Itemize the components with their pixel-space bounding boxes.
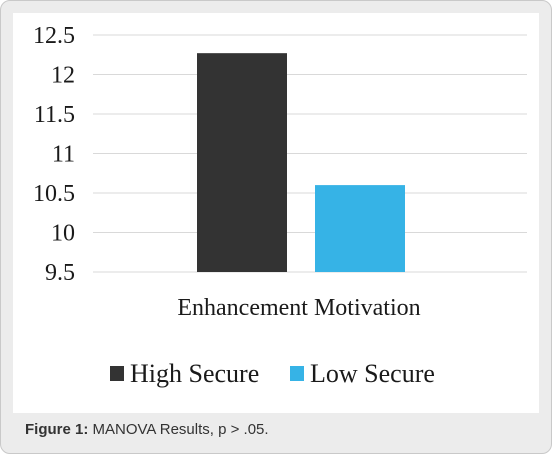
figure-caption: Figure 1: MANOVA Results, p > .05. — [25, 421, 269, 438]
bar-chart: 12.5 12 11.5 11 10.5 10 9.5 Enhancement Motivat… — [33, 23, 527, 388]
caption-text: MANOVA Results, p > .05. — [92, 421, 269, 438]
y-tick-label: 12.5 — [33, 23, 75, 49]
y-tick-label: 9.5 — [45, 260, 75, 286]
bar-high-secure — [197, 53, 287, 272]
y-tick-label: 11.5 — [34, 102, 75, 128]
bar-low-secure — [315, 185, 405, 272]
x-category-label: Enhancement Motivation — [177, 295, 420, 321]
legend-swatch — [290, 366, 304, 381]
chart-panel: 12.5 12 11.5 11 10.5 10 9.5 Enhancement Motivat… — [13, 13, 539, 413]
y-tick-label: 10.5 — [33, 181, 75, 207]
legend-swatch — [110, 366, 124, 381]
y-tick-label: 11 — [52, 142, 75, 168]
legend-label: Low Secure — [310, 359, 435, 388]
caption-label: Figure 1: — [25, 421, 89, 438]
y-tick-label: 10 — [51, 221, 75, 247]
legend-label: High Secure — [130, 359, 259, 388]
y-tick-label: 12 — [51, 63, 75, 89]
